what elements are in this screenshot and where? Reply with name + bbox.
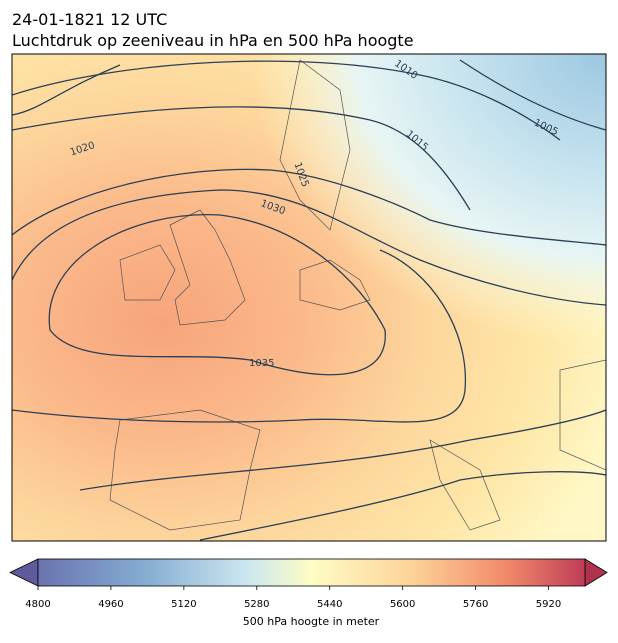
tick-label: 5600 — [390, 599, 415, 610]
colorbar-label: 500 hPa hoogte in meter — [243, 615, 380, 628]
tick-label: 4800 — [25, 599, 50, 610]
map-frame — [11, 53, 607, 542]
tick-label: 4960 — [98, 599, 123, 610]
date: 24-01-1821 12 UTC — [12, 10, 167, 29]
tick-label: 5280 — [244, 599, 269, 610]
title: Luchtdruk op zeeniveau in hPa en 500 hPa… — [12, 31, 414, 50]
tick-label: 5120 — [171, 599, 196, 610]
map: 1005 1010 1015 1020 1025 1030 1035 — [12, 54, 606, 541]
tick-label: 5920 — [536, 599, 561, 610]
isobar-label: 1035 — [249, 358, 274, 369]
tick-label: 5760 — [463, 599, 488, 610]
tick-label: 5440 — [317, 599, 342, 610]
colorbar: 500 hPa hoogte in meter 4800 4960 5120 5280… — [9, 558, 608, 628]
